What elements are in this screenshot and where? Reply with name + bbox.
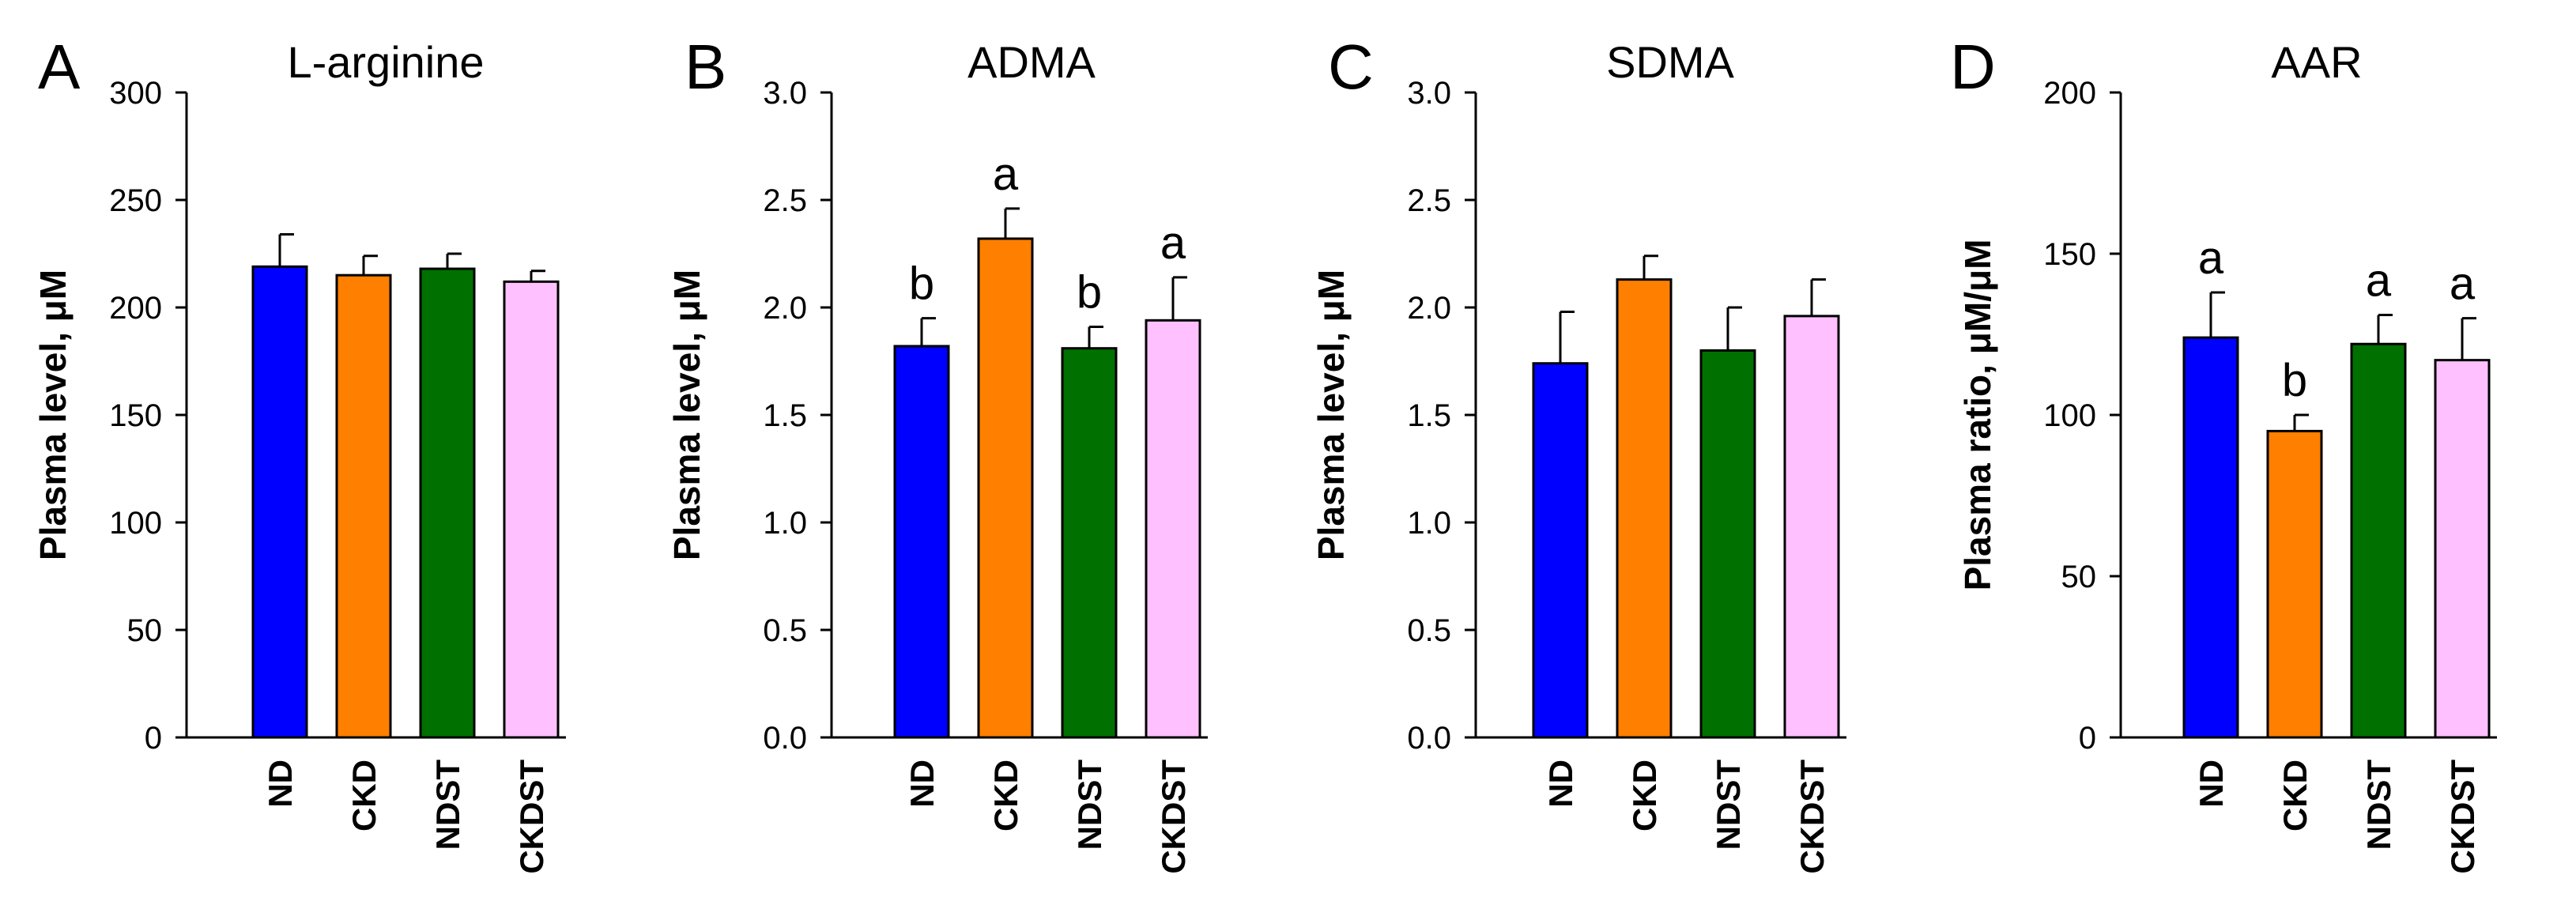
significance-letter: a: [2450, 258, 2476, 310]
bar-ndst: [1699, 349, 1756, 739]
significance-letter: a: [993, 149, 1019, 200]
y-tick-label: 2.0: [763, 291, 807, 326]
y-tick-label: 0: [2079, 721, 2096, 756]
y-tick-label: 250: [109, 183, 162, 218]
x-tick-label: CKDST: [2444, 760, 2481, 874]
bar-ckd: [977, 237, 1034, 739]
x-tick-label: ND: [262, 760, 299, 808]
bar-nd: [2182, 336, 2239, 739]
y-tick-label: 0.5: [1407, 613, 1451, 648]
x-tick-label: CKDST: [1155, 760, 1192, 874]
bar-nd: [893, 345, 950, 739]
y-tick-label: 2.5: [763, 183, 807, 218]
significance-letter: a: [2366, 255, 2392, 307]
x-tick-label: ND: [2193, 760, 2230, 808]
bar-ndst: [419, 267, 476, 739]
y-tick-label: 300: [109, 76, 162, 111]
significance-letter: a: [2198, 232, 2224, 284]
chart-title: SDMA: [1606, 37, 1734, 87]
bar-nd: [1532, 362, 1589, 739]
y-tick-label: 2.0: [1407, 291, 1451, 326]
y-tick-label: 150: [109, 398, 162, 433]
bar-ndst: [2350, 342, 2407, 739]
panel-a: A L-arginine Plasma level, μM 0 50 100 150 200 2…: [32, 32, 566, 874]
x-tick-label: CKD: [2276, 760, 2314, 831]
panel-b: B ADMA Plasma level, μM 0.0 0.5 1.0 1.5 2.0 2.5 3…: [666, 32, 1208, 874]
y-tick-label: 0: [145, 721, 162, 756]
y-tick-label: 1.0: [763, 506, 807, 541]
y-axis-label: Plasma ratio, μM/μM: [1957, 239, 1998, 591]
y-tick-label: 150: [2043, 237, 2096, 272]
x-tick-label: ND: [903, 760, 941, 808]
x-tick-label: NDST: [1071, 760, 1108, 850]
panel-d: D AAR Plasma ratio, μM/μM 0 50 100 150 200 a ND b C…: [1950, 32, 2497, 874]
chart-title: AAR: [2271, 37, 2362, 87]
y-tick-label: 1.0: [1407, 506, 1451, 541]
x-tick-label: ND: [1542, 760, 1579, 808]
panel-c: C SDMA Plasma level, μM 0.0 0.5 1.0 1.5 2.0 2.5 3…: [1311, 32, 1846, 874]
bar-ckdst: [503, 280, 560, 739]
panel-letter: C: [1328, 32, 1374, 102]
y-tick-label: 0.5: [763, 613, 807, 648]
y-tick-label: 0.0: [763, 721, 807, 756]
chart-title: L-arginine: [287, 37, 484, 87]
y-axis-label: Plasma level, μM: [32, 270, 74, 560]
x-tick-label: CKD: [1626, 760, 1663, 831]
y-tick-label: 50: [2061, 560, 2097, 594]
y-tick-label: 1.5: [1407, 398, 1451, 433]
significance-letter: a: [1160, 217, 1186, 269]
bar-ckd: [335, 273, 392, 739]
significance-letter: b: [2282, 355, 2307, 406]
panel-letter: D: [1950, 32, 1996, 102]
y-tick-label: 3.0: [1407, 76, 1451, 111]
y-tick-label: 3.0: [763, 76, 807, 111]
x-tick-label: NDST: [429, 760, 466, 850]
y-tick-label: 200: [2043, 76, 2096, 111]
x-tick-label: NDST: [2360, 760, 2397, 850]
bar-ckd: [2266, 429, 2323, 739]
x-tick-label: CKD: [987, 760, 1024, 831]
significance-letter: b: [1077, 266, 1102, 318]
x-tick-label: CKDST: [513, 760, 550, 874]
y-tick-label: 1.5: [763, 398, 807, 433]
bar-ckdst: [1145, 319, 1201, 739]
bar-ndst: [1061, 347, 1118, 739]
x-tick-label: NDST: [1710, 760, 1747, 850]
y-tick-label: 0.0: [1407, 721, 1451, 756]
y-tick-label: 100: [109, 506, 162, 541]
y-tick-label: 2.5: [1407, 183, 1451, 218]
y-tick-label: 100: [2043, 398, 2096, 433]
bar-ckd: [1616, 278, 1673, 739]
significance-letter: b: [909, 258, 934, 310]
y-axis-label: Plasma level, μM: [666, 270, 707, 560]
y-tick-label: 50: [127, 613, 163, 648]
bar-nd: [251, 265, 308, 739]
panel-letter: A: [38, 32, 81, 102]
y-tick-label: 200: [109, 291, 162, 326]
bar-ckdst: [1783, 315, 1840, 739]
chart-title: ADMA: [967, 37, 1096, 87]
x-tick-label: CKD: [345, 760, 383, 831]
panel-letter: B: [685, 32, 726, 102]
y-axis-label: Plasma level, μM: [1311, 270, 1352, 560]
x-tick-label: CKDST: [1793, 760, 1831, 874]
bar-ckdst: [2434, 359, 2491, 739]
